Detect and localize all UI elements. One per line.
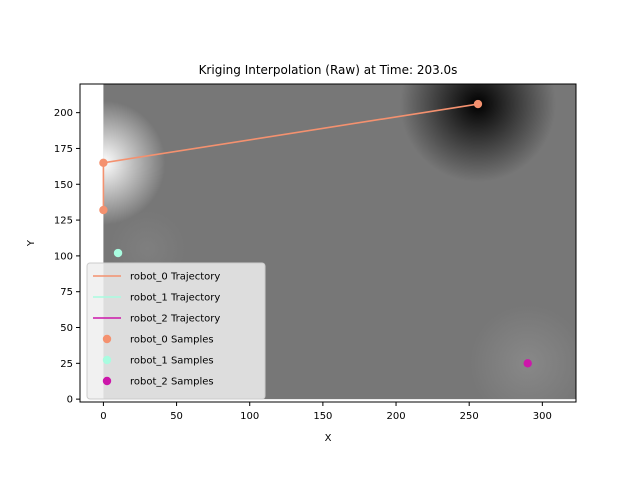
axes-frame [79, 83, 577, 403]
y-tick-label: 75 [60, 287, 73, 298]
x-tick-label: 0 [100, 411, 106, 422]
y-tick-label: 200 [54, 108, 73, 119]
field-blob-light [103, 100, 166, 225]
legend-item: robot_0 Samples [102, 334, 214, 346]
legend-item: robot_0 Trajectory [93, 272, 220, 283]
y-tick-label: 0 [67, 395, 73, 406]
robot-1-samples-point [113, 248, 123, 258]
legend-item: robot_2 Trajectory [93, 314, 220, 325]
x-tick-label: 200 [386, 411, 405, 422]
y-tick-label: 175 [54, 144, 73, 155]
series-layer [99, 99, 532, 368]
robot-0-samples-point [99, 158, 108, 167]
x-tick-label: 150 [313, 411, 332, 422]
robot-0-samples-point [99, 205, 108, 215]
x-tick-label: 100 [240, 411, 259, 422]
robot-2-samples-point [523, 359, 532, 368]
y-tick-label: 100 [54, 251, 73, 262]
legend-item: robot_2 Samples [102, 376, 214, 388]
legend-label: robot_0 Samples [130, 335, 214, 346]
x-tick-label: 300 [533, 411, 552, 422]
y-axis-label: Y [26, 239, 37, 247]
legend-swatch-marker [102, 376, 112, 386]
legend-item: robot_1 Samples [102, 355, 214, 367]
y-tick-label: 50 [60, 323, 73, 334]
legend-label: robot_0 Trajectory [130, 272, 220, 283]
x-tick-label: 250 [460, 411, 479, 422]
y-axis: 0 25 50 75 100 125 150 175 200 [54, 108, 80, 406]
x-tick-label: 50 [170, 411, 183, 422]
field-blob-light [469, 305, 576, 400]
y-tick-label: 25 [60, 359, 73, 370]
y-tick-label: 150 [54, 180, 73, 191]
robot-0-samples-point [473, 99, 483, 109]
legend-label: robot_1 Samples [130, 356, 214, 367]
legend-box [86, 262, 266, 400]
legend-label: robot_1 Trajectory [130, 293, 220, 304]
x-axis-label: X [325, 433, 332, 444]
legend-item: robot_1 Trajectory [93, 293, 220, 304]
legend-swatch-marker [102, 334, 112, 344]
chart-title: Kriging Interpolation (Raw) at Time: 203… [199, 63, 458, 77]
legend-label: robot_2 Trajectory [130, 314, 220, 325]
y-tick-label: 125 [54, 216, 73, 227]
legend-label: robot_2 Samples [130, 377, 214, 388]
x-axis: 0 50 100 150 200 250 300 [100, 402, 552, 422]
legend-swatch-marker [102, 355, 112, 365]
legend: robot_0 Trajectory robot_1 Trajectory robo… [86, 262, 266, 400]
field-blob-dark [399, 84, 556, 183]
